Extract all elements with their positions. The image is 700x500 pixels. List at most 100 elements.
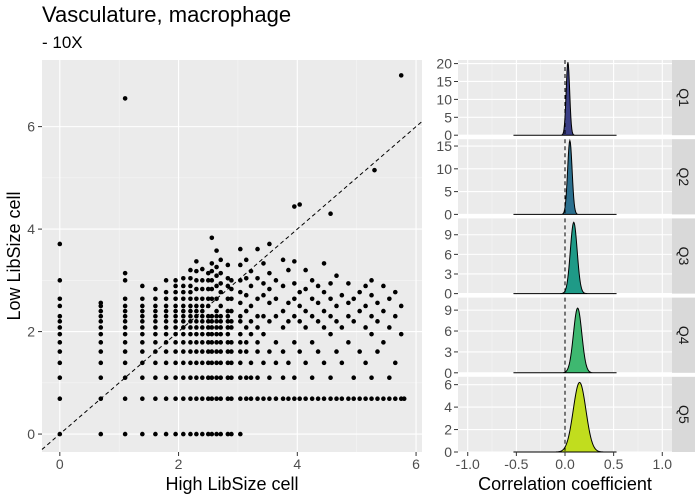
data-point [351,375,357,380]
data-point [225,340,231,345]
data-point [351,319,357,324]
data-point [363,303,368,309]
data-point [321,360,327,366]
data-point [214,273,219,279]
data-point [181,289,186,295]
data-point [243,340,249,345]
data-point [140,431,145,437]
data-point [163,313,169,319]
data-point [200,396,205,402]
data-point [200,375,205,380]
data-point [181,349,186,354]
data-point [238,300,243,306]
data-point [173,349,178,354]
data-point [273,396,279,402]
data-point [122,360,128,366]
data-point [205,270,211,276]
data-point [238,319,243,324]
data-point [209,396,215,402]
data-point [248,360,254,366]
data-point [357,308,362,314]
data-point [205,313,211,319]
data-point [209,340,215,345]
data-point [261,261,266,266]
data-point [140,303,145,309]
density-area [513,381,617,453]
data-point [248,268,254,274]
data-point [229,308,234,314]
data-point [328,313,333,319]
data-point [292,375,297,380]
data-point [188,308,193,314]
data-point [351,296,357,302]
data-point [194,296,199,302]
data-point [98,375,104,380]
data-point [153,325,158,330]
data-point [122,325,128,330]
data-point [273,340,279,345]
data-point [243,396,249,402]
data-point [225,319,231,324]
data-point [334,303,339,309]
data-point [173,283,178,289]
data-point [194,325,199,330]
data-point [248,303,254,309]
data-point [163,303,169,309]
data-point [188,267,193,273]
data-point [328,375,333,380]
data-point [286,319,291,324]
scatter-background [42,60,422,452]
data-point [188,349,193,354]
data-point [200,303,205,309]
data-point [181,431,186,437]
data-point [363,396,368,402]
data-point [286,267,291,273]
data-point [214,296,219,302]
data-point [328,396,333,402]
data-point [292,204,297,209]
x-tick-label: 6 [412,456,420,472]
facet-strip [672,376,695,452]
data-point [188,289,193,295]
data-point [163,308,169,314]
data-point [173,375,178,380]
data-point [209,278,215,283]
data-point [372,167,377,173]
y-tick-label: 9 [444,302,452,318]
y-tick-label: 0 [444,365,452,381]
data-point [205,349,211,354]
data-point [398,303,404,309]
y-tick-label: 6 [444,323,452,339]
data-point [229,396,234,402]
facet-strip [672,60,695,136]
data-point [387,325,392,330]
data-point [140,396,145,402]
data-point [140,308,145,314]
facet-strip [672,139,695,215]
data-point [194,308,199,314]
data-point [339,360,345,366]
data-point [267,396,272,402]
data-point [140,360,145,366]
data-point [286,300,291,306]
ridge-panels: 05101520Q1051015Q20369Q30369Q40246Q5-1.0… [436,56,695,494]
data-point [214,248,219,253]
data-point [315,396,321,402]
y-tick-label: 0 [444,444,452,460]
data-point [218,431,224,437]
data-point [339,396,345,402]
data-point [188,375,193,380]
data-point [261,313,266,319]
y-tick-label: 10 [436,91,452,107]
data-point [205,396,211,402]
x-axis-label: High LibSize cell [165,474,298,494]
data-point [194,278,199,283]
data-point [181,325,186,330]
data-point [297,396,302,402]
data-point [200,313,205,319]
data-point [392,313,398,319]
data-point [209,313,215,319]
data-point [309,340,315,345]
data-point [238,340,243,345]
data-point [214,319,219,324]
